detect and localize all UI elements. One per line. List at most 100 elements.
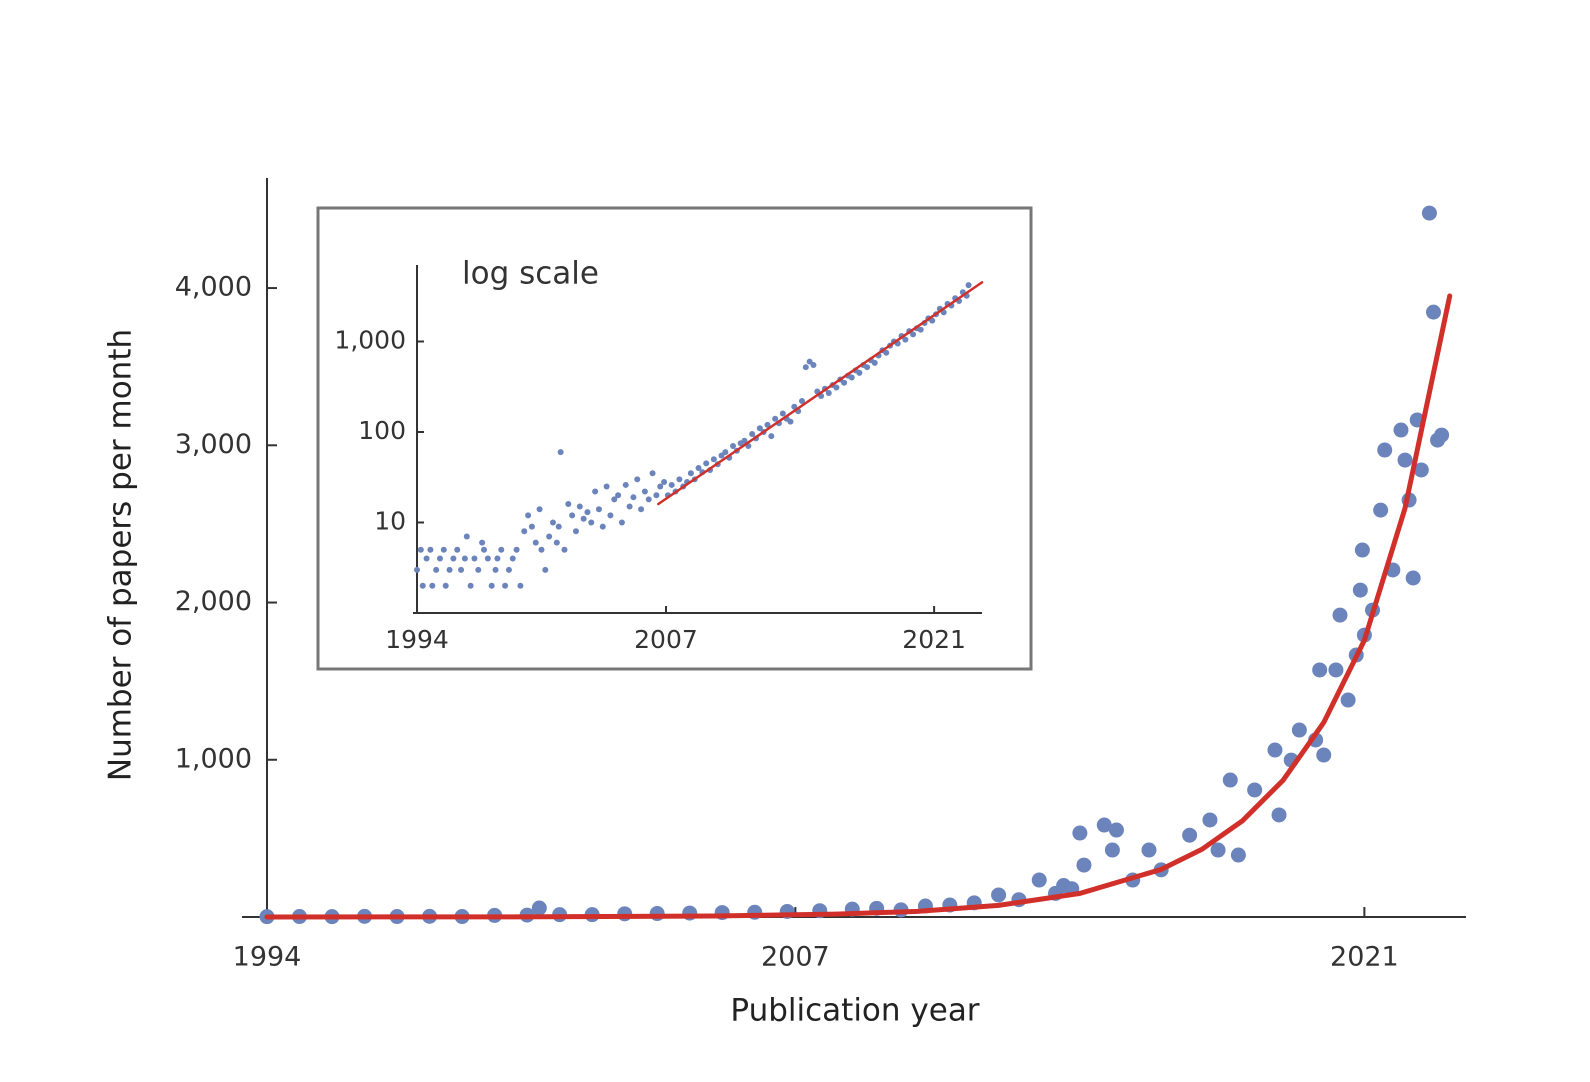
data-point	[536, 506, 543, 513]
data-point	[1354, 542, 1370, 558]
data-point	[1328, 662, 1344, 678]
data-point	[764, 421, 771, 428]
data-point	[461, 555, 468, 562]
data-point	[509, 555, 516, 562]
data-point	[1421, 205, 1437, 221]
data-point	[848, 374, 855, 381]
data-point	[626, 503, 633, 510]
data-point	[599, 523, 606, 530]
data-point	[630, 494, 637, 501]
data-point	[458, 566, 465, 573]
main-plot: Publication year Number of papers per mo…	[103, 178, 1466, 1029]
data-point	[538, 546, 545, 553]
data-point	[492, 566, 499, 573]
data-point	[871, 359, 878, 366]
data-point	[423, 555, 430, 562]
data-point	[1104, 842, 1120, 858]
data-point	[592, 488, 599, 495]
data-point	[498, 546, 505, 553]
data-point	[417, 546, 424, 553]
y-tick-label: 10	[374, 506, 406, 535]
data-point	[546, 533, 553, 540]
data-point	[638, 506, 645, 513]
data-point	[1373, 502, 1389, 518]
data-point	[991, 887, 1007, 903]
data-point	[756, 425, 763, 432]
x-tick-label: 1994	[233, 942, 302, 973]
data-point	[463, 533, 470, 540]
data-point	[607, 512, 614, 519]
data-point	[572, 528, 579, 535]
data-point	[649, 470, 656, 477]
data-point	[584, 509, 591, 516]
data-point	[557, 449, 564, 456]
data-point	[929, 317, 936, 324]
data-point	[1271, 807, 1287, 823]
data-point	[722, 449, 729, 456]
data-point	[1247, 782, 1263, 798]
data-point	[494, 555, 501, 562]
x-tick-label: 2021	[1330, 942, 1399, 973]
data-point	[595, 506, 602, 513]
data-point	[517, 582, 524, 589]
data-point	[749, 431, 756, 438]
data-point	[553, 539, 560, 546]
data-point	[611, 496, 618, 503]
data-point	[1108, 822, 1124, 838]
data-point	[1202, 812, 1218, 828]
y-tick-label: 1,000	[334, 325, 406, 354]
data-point	[1076, 857, 1092, 873]
data-point	[454, 546, 461, 553]
data-point	[471, 555, 478, 562]
data-point	[649, 906, 665, 922]
data-point	[603, 483, 610, 490]
annotation: log scale	[462, 256, 599, 292]
data-point	[1182, 827, 1198, 843]
data-point	[531, 900, 547, 916]
inset-frame	[316, 206, 1033, 671]
data-point	[641, 488, 648, 495]
data-point	[580, 515, 587, 522]
data-point	[446, 566, 453, 573]
data-point	[965, 282, 972, 289]
data-point	[810, 361, 817, 368]
data-point	[768, 433, 775, 440]
data-point	[1312, 662, 1328, 678]
data-point	[1434, 427, 1450, 443]
data-point	[1377, 442, 1393, 458]
data-point	[481, 546, 488, 553]
data-point	[634, 476, 641, 483]
data-point	[513, 546, 520, 553]
data-point	[864, 364, 871, 371]
data-point	[1210, 842, 1226, 858]
data-point	[841, 379, 848, 386]
data-point	[427, 546, 434, 553]
data-point	[806, 358, 813, 365]
x-axis-label: Publication year	[730, 993, 979, 1029]
data-point	[1405, 570, 1421, 586]
data-point	[657, 483, 664, 490]
data-point	[802, 364, 809, 371]
data-point	[569, 512, 576, 519]
data-point	[695, 465, 702, 472]
data-point	[618, 519, 625, 526]
data-point	[653, 492, 660, 499]
data-point	[1413, 462, 1429, 478]
data-point	[488, 582, 495, 589]
data-point	[442, 582, 449, 589]
data-point	[615, 492, 622, 499]
data-point	[661, 479, 668, 486]
data-point	[687, 470, 694, 477]
y-tick-label: 1,000	[175, 743, 252, 774]
data-point	[588, 519, 595, 526]
data-point	[741, 437, 748, 444]
data-point	[419, 582, 426, 589]
data-point	[502, 582, 509, 589]
data-point	[1397, 452, 1413, 468]
data-point	[1393, 422, 1409, 438]
y-tick-label: 100	[358, 416, 406, 445]
data-point	[1072, 825, 1088, 841]
data-point	[703, 460, 710, 467]
data-point	[532, 539, 539, 546]
data-point	[505, 566, 512, 573]
